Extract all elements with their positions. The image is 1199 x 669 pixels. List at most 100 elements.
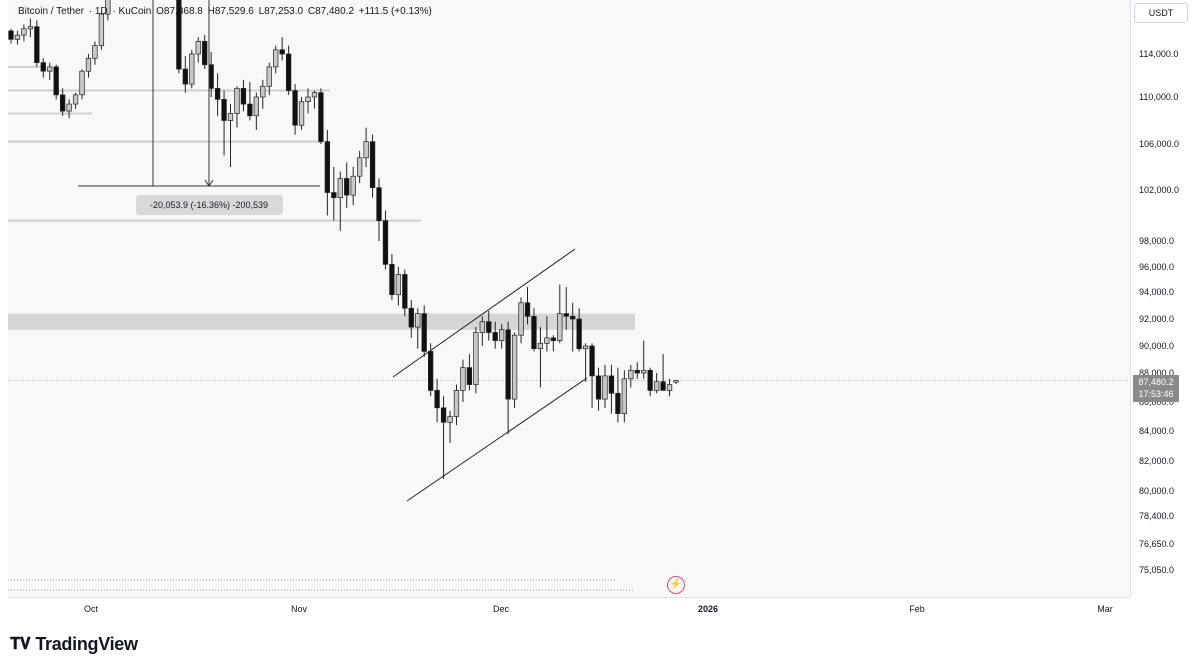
price-tick-label: 78,400.0	[1139, 511, 1174, 521]
candle-body	[602, 375, 608, 400]
candle-body	[40, 62, 46, 72]
candle-body	[563, 313, 569, 317]
chart-pane[interactable]: -20,053.9 (-16.36%) -200,539 Bitcoin / T…	[8, 0, 1130, 597]
candle-body	[628, 369, 634, 380]
candle-body	[447, 416, 453, 423]
legend-interval[interactable]: 1D	[94, 6, 108, 17]
candle-body	[660, 381, 666, 391]
candle-body	[60, 94, 66, 112]
time-tick-label: 2026	[698, 604, 718, 614]
candle-body	[344, 178, 350, 196]
candle-body	[395, 274, 402, 296]
candle-body	[53, 66, 59, 96]
candle-body	[570, 315, 576, 320]
price-tick-label: 96,000.0	[1139, 262, 1174, 272]
candle-body	[8, 30, 14, 40]
candle-body	[460, 367, 466, 391]
candle-body	[641, 369, 647, 374]
candle-body	[524, 302, 531, 317]
currency-button[interactable]: USDT	[1134, 3, 1188, 23]
measure-label: -20,053.9 (-16.36%) -200,539	[150, 200, 268, 210]
candle-body	[576, 318, 582, 350]
candle-body	[499, 329, 505, 341]
last-price-tag: 87,480.2 17:53:46	[1133, 375, 1179, 402]
tradingview-wordmark: TradingView	[35, 634, 138, 654]
time-tick-label: Mar	[1097, 604, 1113, 614]
candle-body	[27, 26, 34, 30]
candle-body	[382, 220, 389, 265]
legend-symbol[interactable]: Bitcoin / Tether	[18, 6, 84, 17]
lightning-bolt-icon[interactable]: ⚡	[667, 576, 685, 594]
candle-body	[621, 378, 627, 414]
candle-body	[595, 375, 602, 400]
price-tick-label: 82,000.0	[1139, 456, 1174, 466]
candle-body	[531, 315, 537, 350]
candle-body	[34, 26, 40, 63]
price-tick-label: 76,650.0	[1139, 539, 1174, 549]
candle-body	[79, 70, 85, 96]
candle-body	[369, 141, 376, 189]
candle-body	[292, 90, 298, 126]
price-tick-label: 92,000.0	[1139, 314, 1174, 324]
price-tick-label: 86,000.0	[1139, 397, 1174, 407]
candle-body	[208, 64, 214, 89]
candle-body	[492, 332, 498, 341]
candle-body	[324, 141, 331, 193]
candle-body	[260, 85, 266, 98]
candle-body	[234, 88, 240, 114]
candle-body	[72, 94, 79, 105]
candle-body	[466, 367, 473, 385]
candle-body	[221, 98, 227, 121]
candle-body	[176, 0, 182, 70]
candle-body	[240, 88, 247, 105]
channel-lower-line	[406, 377, 588, 502]
candle-body	[511, 334, 518, 400]
legend-close: C87,480.2	[307, 6, 355, 17]
candle-body	[318, 92, 324, 142]
candle-body	[634, 369, 640, 374]
candle-body	[440, 407, 447, 423]
legend-low: L87,253.0	[258, 6, 304, 17]
measure-label-box	[136, 195, 283, 215]
tradingview-logo[interactable]: 𝐓𝐕 TradingView	[10, 634, 138, 655]
candle-body	[666, 384, 673, 391]
price-scale[interactable]: 114,000.0 110,000.0 106,000.0 102,000.0 98,0…	[1130, 0, 1199, 597]
price-tick-label: 98,000.0	[1139, 236, 1174, 246]
candle-body	[363, 141, 369, 159]
resistance-zone	[8, 313, 635, 330]
candle-body	[505, 329, 511, 400]
candle-body	[350, 175, 356, 196]
time-tick-label: Nov	[291, 604, 308, 614]
candle-body	[356, 157, 363, 177]
candle-body	[253, 96, 259, 117]
candle-body	[389, 264, 395, 296]
candle-body	[305, 96, 311, 103]
candle-body	[653, 381, 660, 391]
candlestick-chart[interactable]: -20,053.9 (-16.36%) -200,539	[8, 0, 1130, 597]
candle-body	[421, 313, 427, 352]
candle-body	[544, 337, 550, 344]
price-tick-label: 80,000.0	[1139, 486, 1174, 496]
candle-body	[214, 88, 221, 100]
price-tick-label: 106,000.0	[1139, 139, 1179, 149]
price-tick-label: 110,000.0	[1139, 92, 1178, 102]
channel-upper-line	[392, 248, 576, 378]
last-price-value: 87,480.2	[1138, 377, 1174, 387]
candle-body	[189, 53, 195, 85]
legend-high: H87,529.6	[207, 6, 254, 17]
candle-body	[589, 345, 595, 377]
candle-body	[434, 390, 440, 409]
candle-body	[182, 68, 188, 85]
candle-body	[202, 41, 208, 66]
legend-exchange: KuCoin	[118, 6, 152, 17]
candle-body	[21, 28, 27, 36]
time-axis[interactable]: Oct Nov Dec 2026 Feb Mar	[8, 597, 1130, 620]
tradingview-logo-mark: 𝐓𝐕	[10, 635, 31, 653]
candle-body	[311, 92, 318, 98]
candle-body	[408, 307, 414, 328]
candle-body	[550, 337, 556, 341]
time-tick-label: Feb	[909, 604, 925, 614]
bar-countdown: 17:53:46	[1138, 389, 1174, 399]
candle-body	[227, 113, 234, 121]
candle-body	[247, 103, 253, 117]
